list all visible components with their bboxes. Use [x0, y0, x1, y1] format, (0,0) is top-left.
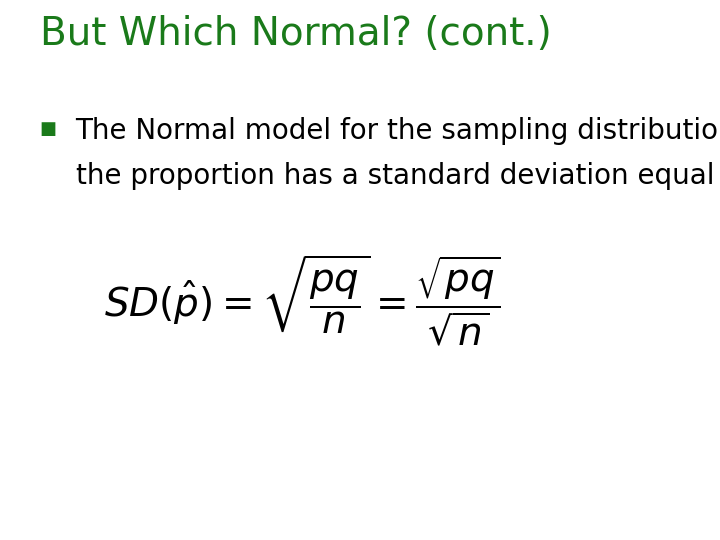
- Text: $\mathit{SD}(\hat{p}) = \sqrt{\dfrac{pq}{n}} = \dfrac{\sqrt{pq}}{\sqrt{n}}$: $\mathit{SD}(\hat{p}) = \sqrt{\dfrac{pq}…: [104, 252, 501, 348]
- Text: The Normal model for the sampling distribution of: The Normal model for the sampling distri…: [76, 117, 720, 145]
- Text: PEARSON: PEARSON: [441, 511, 538, 529]
- Text: the proportion has a standard deviation equal to: the proportion has a standard deviation …: [76, 163, 720, 190]
- Text: Chapter 17, Slide 28: Chapter 17, Slide 28: [570, 513, 698, 526]
- Text: ALWAYS LEARNING: ALWAYS LEARNING: [14, 513, 146, 526]
- Text: ■: ■: [40, 120, 57, 138]
- Text: Copyright © 2015, 2010, 2007 Pearson Education, Inc.: Copyright © 2015, 2010, 2007 Pearson Edu…: [88, 513, 431, 526]
- Text: But Which Normal? (cont.): But Which Normal? (cont.): [40, 15, 552, 53]
